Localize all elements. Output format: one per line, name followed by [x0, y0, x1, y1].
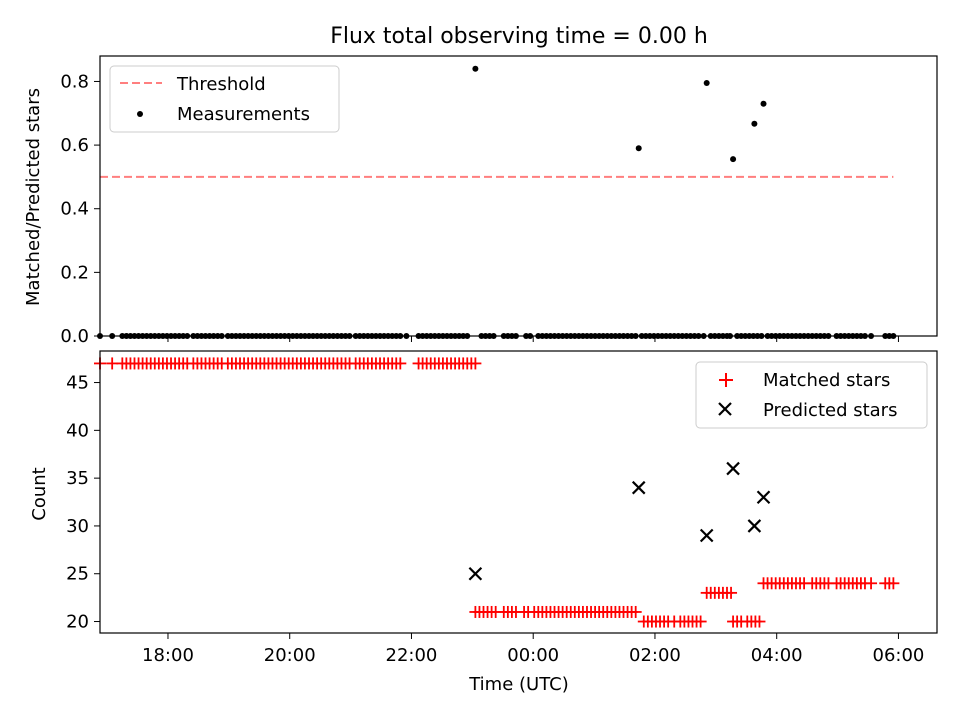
- ratio-panel-frame: [99, 55, 938, 337]
- legend-measurements-label: Measurements: [177, 104, 310, 125]
- legend-predicted-swatch: [718, 402, 732, 416]
- legend-matched-label: Matched stars: [763, 370, 890, 391]
- legend-predicted-label: Predicted stars: [763, 400, 897, 421]
- predicted-stars-point: [631, 480, 646, 495]
- legend-measurements-swatch: [137, 111, 143, 117]
- measurement-point: [751, 120, 758, 127]
- count-y-tick-label: 20: [66, 612, 89, 633]
- predicted-stars-point: [756, 490, 771, 505]
- count-y-axis-label: Count: [29, 467, 50, 520]
- ratio-y-tick-label: 0.6: [60, 135, 89, 156]
- x-tick-label: 20:00: [264, 645, 316, 666]
- legend-threshold-label: Threshold: [176, 74, 266, 95]
- matched-stars-point: [394, 357, 407, 370]
- legend-matched-swatch: [719, 373, 733, 387]
- measurement-point: [760, 100, 767, 107]
- x-tick-label: 00:00: [507, 645, 559, 666]
- ratio-y-tick-label: 0.2: [60, 262, 89, 283]
- ratio-panel: 0.00.20.40.60.8 Matched/Predicted stars …: [23, 55, 938, 347]
- matched-stars-point: [469, 357, 482, 370]
- measurement-point: [703, 80, 710, 87]
- count-y-tick-label: 25: [66, 564, 89, 585]
- count-panel-frame: [99, 350, 938, 634]
- x-axis-label: Time (UTC): [468, 674, 569, 695]
- ratio-legend-box: [109, 65, 340, 133]
- x-tick-label: 04:00: [751, 645, 803, 666]
- matched-stars-point: [887, 577, 900, 590]
- predicted-stars-point: [747, 519, 762, 533]
- measurement-point: [635, 145, 642, 152]
- matched-stars-point: [753, 615, 766, 628]
- x-tick-label: 18:00: [142, 645, 194, 666]
- count-y-tick-label: 30: [66, 516, 89, 537]
- x-tick-label: 22:00: [386, 645, 438, 666]
- ratio-legend: Threshold Measurements: [109, 65, 340, 133]
- count-legend: Matched stars Predicted stars: [695, 361, 928, 429]
- count-panel: 20 25 30 35 40 45 18:00 20:00 22:00 00:00 02:00 04:…: [29, 350, 938, 695]
- x-tick-label: 06:00: [873, 645, 925, 666]
- matched-stars-point: [865, 577, 878, 590]
- count-y-tick-label: 40: [66, 420, 89, 441]
- matched-stars-point: [725, 586, 738, 599]
- matched-stars-point: [629, 605, 642, 618]
- matched-stars-point: [694, 615, 707, 628]
- count-y-tick-label: 45: [66, 373, 89, 394]
- predicted-stars-point: [699, 528, 714, 543]
- predicted-stars-point: [726, 461, 740, 476]
- ratio-y-tick-label: 0.8: [60, 71, 89, 92]
- x-tick-label: 02:00: [629, 645, 681, 666]
- predicted-stars-point: [468, 566, 483, 581]
- ratio-y-tick-label: 0.4: [60, 199, 89, 220]
- count-legend-box: [695, 361, 928, 429]
- measurement-point: [472, 65, 479, 72]
- matched-stars-point: [106, 357, 119, 370]
- count-y-tick-label: 35: [66, 468, 89, 489]
- ratio-y-axis-label: Matched/Predicted stars: [23, 88, 44, 306]
- ratio-y-tick-label: 0.0: [60, 326, 89, 347]
- measurement-point: [730, 156, 737, 163]
- chart-title: Flux total observing time = 0.00 h: [330, 24, 708, 49]
